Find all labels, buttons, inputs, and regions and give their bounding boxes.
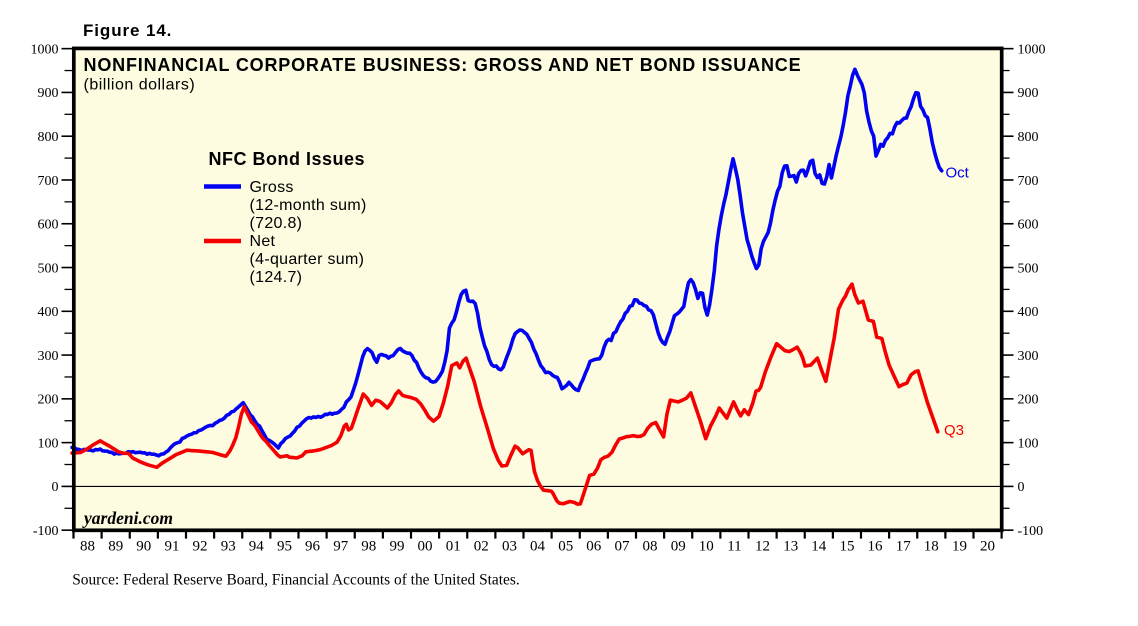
svg-text:300: 300: [38, 349, 59, 364]
svg-text:400: 400: [1018, 305, 1039, 320]
svg-text:17: 17: [896, 539, 912, 555]
svg-text:01: 01: [446, 539, 461, 555]
svg-text:(720.8): (720.8): [250, 215, 303, 232]
svg-text:89: 89: [108, 539, 123, 555]
svg-text:Figure 14.: Figure 14.: [83, 21, 172, 40]
svg-text:92: 92: [193, 539, 208, 555]
svg-text:13: 13: [783, 539, 798, 555]
svg-text:600: 600: [38, 218, 59, 233]
svg-text:100: 100: [1018, 436, 1039, 451]
svg-text:06: 06: [586, 539, 602, 555]
svg-text:04: 04: [530, 539, 546, 555]
svg-text:500: 500: [1018, 261, 1039, 276]
svg-text:300: 300: [1018, 349, 1039, 364]
svg-text:05: 05: [558, 539, 573, 555]
svg-text:07: 07: [614, 539, 630, 555]
svg-text:900: 900: [38, 86, 59, 101]
svg-text:99: 99: [389, 539, 404, 555]
svg-text:(12-month sum): (12-month sum): [250, 197, 367, 214]
svg-text:11: 11: [727, 539, 741, 555]
svg-text:18: 18: [924, 539, 939, 555]
svg-text:96: 96: [305, 539, 321, 555]
svg-text:12: 12: [755, 539, 770, 555]
svg-text:Oct: Oct: [946, 165, 970, 182]
svg-text:10: 10: [699, 539, 714, 555]
svg-text:(billion dollars): (billion dollars): [84, 77, 196, 94]
svg-text:400: 400: [38, 305, 59, 320]
svg-text:0: 0: [1018, 480, 1025, 495]
svg-text:Net: Net: [250, 233, 276, 250]
svg-text:-100: -100: [33, 524, 59, 539]
svg-text:100: 100: [38, 436, 59, 451]
svg-text:700: 700: [38, 174, 59, 189]
svg-text:500: 500: [38, 261, 59, 276]
svg-text:700: 700: [1018, 174, 1039, 189]
svg-text:(4-quarter sum): (4-quarter sum): [250, 251, 365, 268]
svg-text:800: 800: [38, 130, 59, 145]
svg-text:97: 97: [333, 539, 349, 555]
svg-text:200: 200: [38, 393, 59, 408]
svg-text:600: 600: [1018, 218, 1039, 233]
svg-text:90: 90: [136, 539, 151, 555]
svg-text:Q3: Q3: [944, 422, 964, 439]
svg-text:98: 98: [361, 539, 376, 555]
svg-text:1000: 1000: [1018, 42, 1046, 57]
svg-text:15: 15: [839, 539, 854, 555]
svg-text:08: 08: [643, 539, 658, 555]
svg-text:19: 19: [952, 539, 967, 555]
svg-text:Source: Federal Reserve Board,: Source: Federal Reserve Board, Financial…: [72, 572, 520, 589]
svg-text:00: 00: [418, 539, 433, 555]
svg-text:95: 95: [277, 539, 292, 555]
svg-text:900: 900: [1018, 86, 1039, 101]
svg-text:1000: 1000: [31, 42, 59, 57]
svg-text:20: 20: [980, 539, 995, 555]
svg-text:91: 91: [164, 539, 179, 555]
svg-text:03: 03: [502, 539, 517, 555]
svg-text:-100: -100: [1018, 524, 1044, 539]
svg-text:16: 16: [868, 539, 884, 555]
svg-text:Gross: Gross: [250, 179, 294, 196]
svg-text:NFC Bond Issues: NFC Bond Issues: [209, 149, 366, 169]
svg-text:94: 94: [249, 539, 265, 555]
svg-text:88: 88: [80, 539, 95, 555]
svg-text:0: 0: [52, 480, 59, 495]
svg-text:yardeni.com: yardeni.com: [82, 508, 173, 528]
svg-text:800: 800: [1018, 130, 1039, 145]
svg-text:09: 09: [671, 539, 686, 555]
svg-text:02: 02: [474, 539, 489, 555]
svg-text:14: 14: [811, 539, 827, 555]
svg-text:93: 93: [221, 539, 236, 555]
svg-text:NONFINANCIAL CORPORATE BUSINES: NONFINANCIAL CORPORATE BUSINESS: GROSS A…: [84, 55, 802, 75]
svg-text:200: 200: [1018, 393, 1039, 408]
svg-text:(124.7): (124.7): [250, 269, 303, 286]
